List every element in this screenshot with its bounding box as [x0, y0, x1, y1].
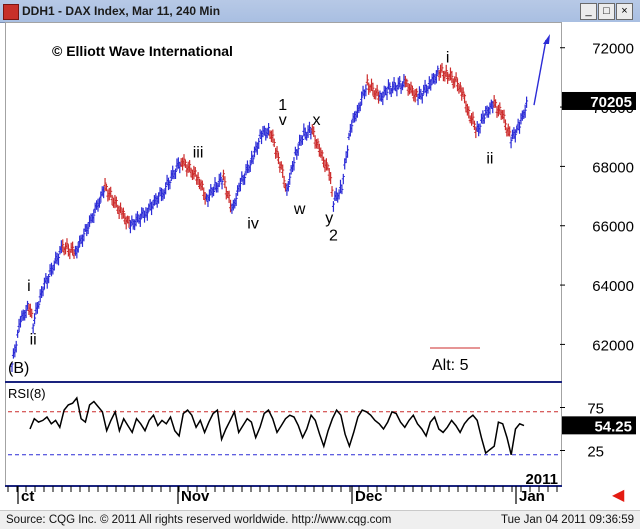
rsi-last-box [562, 416, 636, 435]
rsi-last-label: 54.25 [594, 418, 632, 435]
minimize-button[interactable]: _ [580, 3, 597, 20]
wave-label: ii [486, 150, 493, 167]
wave-label: iv [247, 216, 259, 233]
wave-label: iii [193, 145, 204, 162]
x-tick-label: Nov [181, 488, 210, 505]
status-footer: Source: CQG Inc. © 2011 All rights reser… [0, 510, 640, 529]
rsi-title: RSI(8) [8, 386, 46, 401]
price-tick-label: 66000 [592, 219, 634, 236]
x-tick-label: Dec [355, 488, 383, 505]
annotation-alt: Alt: 5 [432, 357, 469, 374]
wave-label: y [325, 210, 333, 227]
copyright-text: © Elliott Wave International [52, 43, 233, 59]
annotation-b: (B) [8, 360, 29, 377]
timestamp-text: Tue Jan 04 2011 09:36:59 [501, 514, 634, 526]
source-text: Source: CQG Inc. © 2011 All rights reser… [6, 514, 392, 526]
close-button[interactable]: × [616, 3, 633, 20]
rsi-tick-label: 75 [587, 401, 604, 418]
last-price-box [562, 91, 636, 110]
wave-label: i [27, 278, 31, 295]
wave-label: x [313, 112, 321, 129]
window-title: DDH1 - DAX Index, Mar 11, 240 Min [22, 4, 221, 18]
x-tick-label: ct [21, 488, 34, 505]
rsi-line [29, 396, 525, 455]
wave-label: w [293, 201, 306, 218]
price-tick-label: 68000 [592, 159, 634, 176]
wave-label: i [446, 50, 450, 67]
year-label: 2011 [525, 471, 558, 488]
price-tick-label: 72000 [592, 41, 634, 58]
window-titlebar: DDH1 - DAX Index, Mar 11, 240 Min _ □ × [0, 0, 640, 23]
app-icon [3, 4, 19, 20]
price-panel: 620006400066000680007000072000© Elliott … [8, 34, 636, 377]
rsi-tick-label: 25 [587, 444, 604, 461]
price-tick-label: 62000 [592, 337, 634, 354]
wave-label: 2 [329, 228, 338, 245]
wave-label: 1 [278, 97, 287, 114]
x-axis: ct Nov Dec Jan [5, 485, 562, 505]
wave-label: v [279, 112, 287, 129]
wave-label: ii [30, 331, 37, 348]
last-price-label: 70205 [590, 94, 632, 111]
x-tick-label: Jan [519, 488, 545, 505]
maximize-button[interactable]: □ [598, 3, 615, 20]
scroll-left-arrow-icon[interactable]: ◀ [612, 487, 625, 504]
projection-arrowhead-icon [543, 34, 550, 44]
price-tick-label: 64000 [592, 278, 634, 295]
projection-arrow [533, 39, 547, 106]
